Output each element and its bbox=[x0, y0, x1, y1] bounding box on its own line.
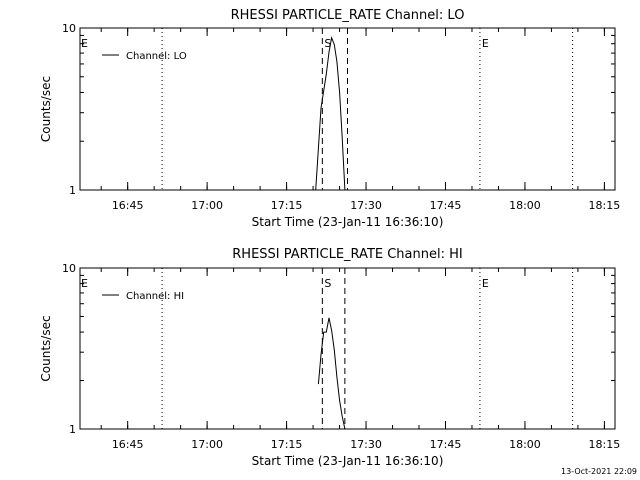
x-tick-label: 17:00 bbox=[191, 199, 223, 212]
x-axis-label: Start Time (23-Jan-11 16:36:10) bbox=[252, 215, 444, 229]
event-marker-label: S bbox=[324, 37, 331, 50]
x-tick-label: 16:45 bbox=[112, 199, 144, 212]
x-tick-label: 17:30 bbox=[350, 199, 382, 212]
panel-hi: RHESSI PARTICLE_RATE Channel: HI 16:45 17:… bbox=[39, 247, 620, 468]
x-tick-label: 17:15 bbox=[271, 438, 303, 451]
edge-label: E bbox=[81, 277, 88, 290]
x-tick-label: 17:15 bbox=[271, 199, 303, 212]
x-tick-label: 17:00 bbox=[191, 438, 223, 451]
chart-title: RHESSI PARTICLE_RATE Channel: HI bbox=[232, 247, 462, 262]
event-marker-label: E bbox=[482, 277, 489, 290]
series-line-lo bbox=[315, 35, 346, 191]
y-tick-label: 10 bbox=[62, 22, 76, 35]
x-tick-label: 18:15 bbox=[589, 199, 621, 212]
chart-title: RHESSI PARTICLE_RATE Channel: LO bbox=[231, 8, 465, 23]
x-tick-label: 18:00 bbox=[509, 438, 541, 451]
y-tick-label: 1 bbox=[69, 423, 76, 436]
event-marker-label: S bbox=[324, 277, 331, 290]
panel-lo: RHESSI PARTICLE_RATE Channel: LO 16:45 17:… bbox=[39, 8, 620, 229]
timestamp: 13-Oct-2021 22:09 bbox=[561, 467, 637, 476]
series-line-hi bbox=[317, 317, 346, 430]
x-tick-label: 17:30 bbox=[350, 438, 382, 451]
y-axis-label: Counts/sec bbox=[39, 76, 53, 142]
legend-label: Channel: HI bbox=[126, 291, 184, 302]
y-tick-label: 10 bbox=[62, 262, 76, 275]
legend-label: Channel: LO bbox=[126, 51, 187, 62]
x-tick-label: 18:15 bbox=[589, 438, 621, 451]
event-marker-label: E bbox=[482, 37, 489, 50]
edge-label: E bbox=[81, 37, 88, 50]
x-tick-label: 17:45 bbox=[430, 199, 462, 212]
plot-frame bbox=[79, 267, 616, 430]
y-axis-label: Counts/sec bbox=[39, 315, 53, 381]
y-tick-label: 1 bbox=[69, 184, 76, 197]
x-tick-label: 16:45 bbox=[112, 438, 144, 451]
x-axis-label: Start Time (23-Jan-11 16:36:10) bbox=[252, 454, 444, 468]
x-tick-label: 17:45 bbox=[430, 438, 462, 451]
x-tick-label: 18:00 bbox=[509, 199, 541, 212]
